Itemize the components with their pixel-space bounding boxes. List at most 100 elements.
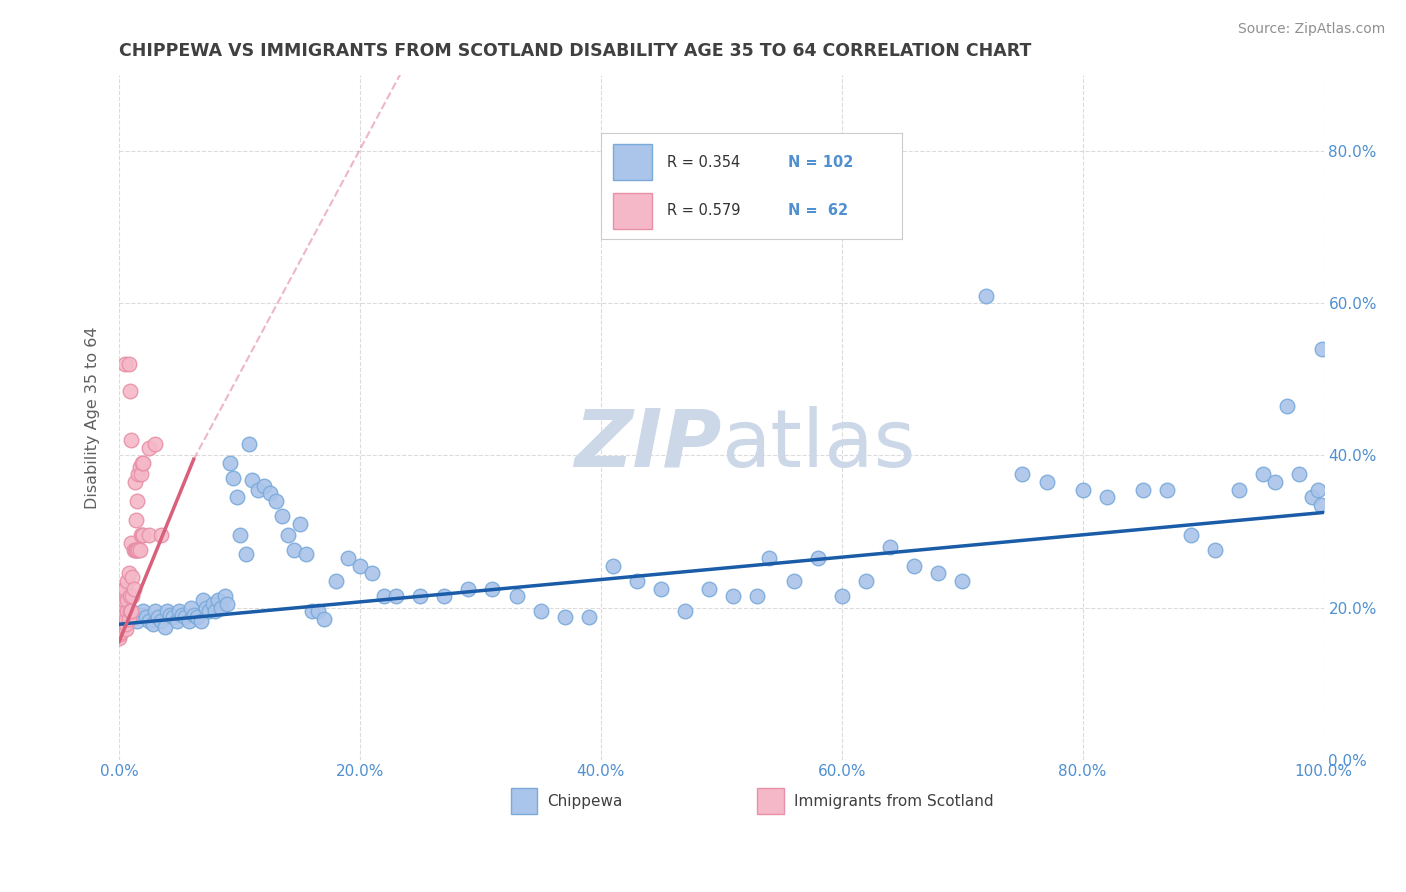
Point	[118, 608, 141, 623]
Point	[1253, 467, 1275, 482]
Point	[1264, 475, 1286, 489]
Point	[114, 585, 136, 599]
Point	[122, 543, 145, 558]
Point	[170, 608, 193, 623]
Point	[114, 582, 136, 596]
Point	[120, 604, 142, 618]
Point	[177, 614, 200, 628]
Point	[129, 608, 152, 623]
Point	[166, 614, 188, 628]
Point	[111, 608, 134, 623]
Point	[602, 558, 624, 573]
Point	[361, 566, 384, 581]
Point	[132, 604, 155, 618]
Point	[111, 597, 134, 611]
Point	[135, 609, 157, 624]
Point	[121, 570, 143, 584]
Point	[301, 604, 323, 618]
Point	[108, 631, 131, 645]
Point	[117, 593, 139, 607]
Point	[673, 604, 696, 618]
Point	[110, 617, 132, 632]
Point	[204, 604, 226, 618]
Point	[950, 574, 973, 588]
Point	[117, 604, 139, 618]
Point	[1011, 467, 1033, 482]
Point	[312, 612, 335, 626]
Point	[578, 609, 600, 624]
Point	[124, 475, 146, 489]
Point	[142, 617, 165, 632]
Point	[214, 589, 236, 603]
Point	[120, 604, 142, 618]
Point	[228, 528, 250, 542]
Point	[530, 604, 553, 618]
Point	[125, 513, 148, 527]
Point	[433, 589, 456, 603]
Point	[129, 528, 152, 542]
Point	[115, 622, 138, 636]
Point	[180, 600, 202, 615]
Point	[1227, 483, 1250, 497]
Point	[307, 604, 329, 618]
Point	[903, 558, 925, 573]
Text: Chippewa: Chippewa	[547, 794, 621, 809]
Point	[122, 582, 145, 596]
Point	[190, 614, 212, 628]
Point	[110, 624, 132, 639]
Point	[481, 582, 503, 596]
Point	[626, 574, 648, 588]
Point	[162, 609, 184, 624]
Point	[110, 622, 132, 636]
Point	[112, 587, 135, 601]
Point	[128, 459, 150, 474]
Point	[222, 471, 245, 485]
Point	[118, 566, 141, 581]
Point	[183, 608, 205, 623]
Point	[131, 456, 153, 470]
Point	[110, 624, 132, 639]
Point	[150, 614, 173, 628]
Point	[240, 473, 263, 487]
Point	[201, 597, 224, 611]
Point	[198, 604, 221, 618]
Point	[156, 604, 179, 618]
Point	[110, 627, 132, 641]
Point	[1071, 483, 1094, 497]
Point	[127, 614, 149, 628]
Point	[120, 536, 142, 550]
Point	[118, 357, 141, 371]
Point	[283, 543, 305, 558]
Point	[831, 589, 853, 603]
Point	[505, 589, 527, 603]
Point	[1180, 528, 1202, 542]
Point	[554, 609, 576, 624]
Point	[118, 604, 141, 618]
Point	[277, 528, 299, 542]
Point	[1035, 475, 1057, 489]
Point	[110, 619, 132, 633]
Point	[226, 490, 249, 504]
Point	[336, 551, 359, 566]
Point	[110, 614, 132, 628]
Point	[1204, 543, 1226, 558]
FancyBboxPatch shape	[758, 789, 785, 814]
Point	[1310, 498, 1333, 512]
Point	[349, 558, 371, 573]
Point	[294, 547, 316, 561]
Point	[138, 614, 160, 628]
Point	[118, 589, 141, 603]
Point	[1132, 483, 1154, 497]
Point	[118, 612, 141, 626]
Point	[747, 589, 769, 603]
Point	[758, 551, 780, 566]
Point	[1301, 490, 1323, 504]
Point	[723, 589, 745, 603]
Point	[373, 589, 395, 603]
Point	[976, 289, 998, 303]
Point	[121, 589, 143, 603]
Point	[111, 604, 134, 618]
Point	[174, 609, 197, 624]
Point	[110, 612, 132, 626]
Text: ZIP: ZIP	[574, 406, 721, 483]
